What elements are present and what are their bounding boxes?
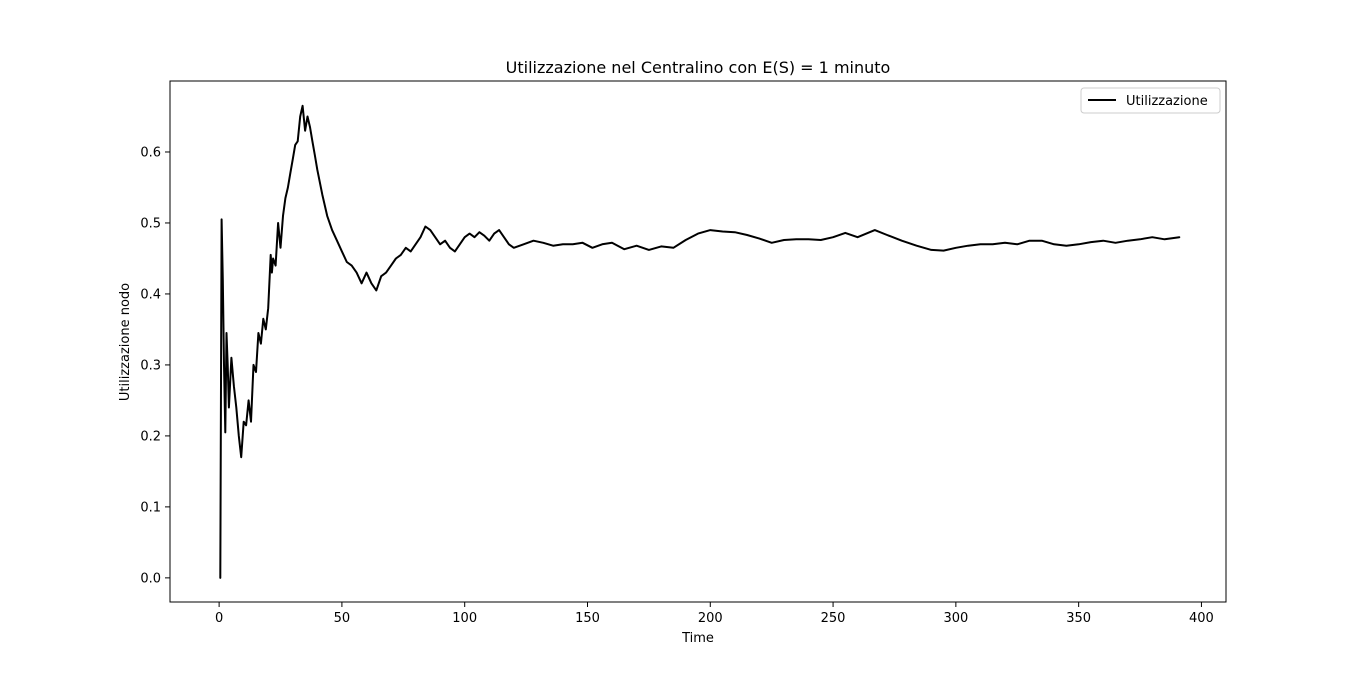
series-line-utilizzazione xyxy=(219,104,1181,579)
x-tick-label: 0 xyxy=(215,611,223,626)
y-tick-label: 0.5 xyxy=(140,216,161,231)
x-tick-label: 250 xyxy=(821,611,846,626)
plot-series xyxy=(219,104,1181,579)
legend-label: Utilizzazione xyxy=(1126,94,1208,109)
x-tick-label: 350 xyxy=(1066,611,1091,626)
x-tick-label: 200 xyxy=(698,611,723,626)
x-tick-label: 300 xyxy=(943,611,968,626)
axis-ticks: 0 50 100 150 200 250 300 350 400 0.0 0.1 0.2 0.3 0.4 0… xyxy=(140,145,1214,626)
x-axis-label: Time xyxy=(681,631,714,646)
chart-title: Utilizzazione nel Centralino con E(S) = … xyxy=(506,58,891,77)
y-axis-label: Utilizzazione nodo xyxy=(118,283,133,401)
x-tick-label: 50 xyxy=(334,611,351,626)
y-tick-label: 0.3 xyxy=(140,358,161,373)
y-tick-label: 0.2 xyxy=(140,429,161,444)
y-tick-label: 0.4 xyxy=(140,287,161,302)
x-tick-label: 150 xyxy=(575,611,600,626)
legend: Utilizzazione xyxy=(1080,87,1221,114)
y-tick-label: 0.0 xyxy=(140,571,161,586)
y-tick-label: 0.1 xyxy=(140,500,161,515)
x-tick-label: 100 xyxy=(452,611,477,626)
legend-box xyxy=(1080,87,1221,114)
x-tick-label: 400 xyxy=(1189,611,1214,626)
plot-frame xyxy=(169,80,1227,603)
y-tick-label: 0.6 xyxy=(140,145,161,160)
